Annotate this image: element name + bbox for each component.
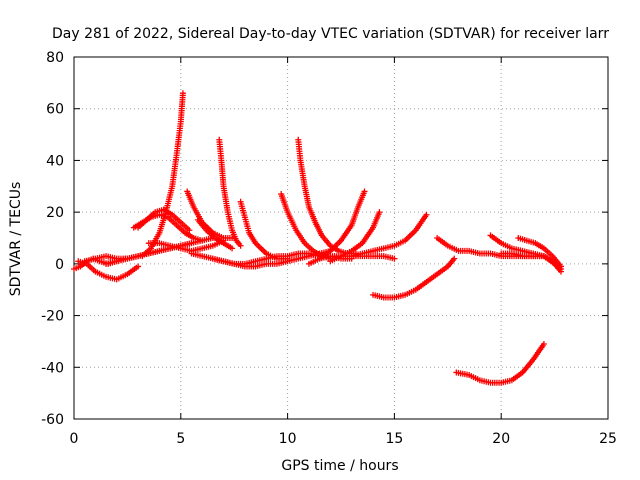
data-point bbox=[558, 268, 565, 275]
x-tick-label: 0 bbox=[70, 431, 79, 447]
y-tick-label: -20 bbox=[41, 309, 64, 325]
data-point bbox=[558, 263, 565, 270]
axis-ticks: 0 5 10 15 20 25 -60 -40 -20 0 20 40 60 80 bbox=[41, 50, 617, 447]
data-point bbox=[540, 341, 547, 348]
plot-frame bbox=[73, 56, 609, 420]
series-arc-2 bbox=[75, 258, 142, 283]
x-tick-label: 10 bbox=[279, 431, 297, 447]
data-point bbox=[179, 90, 186, 97]
data-point bbox=[135, 263, 142, 270]
grid bbox=[74, 57, 608, 419]
x-tick-label: 20 bbox=[492, 431, 510, 447]
y-tick-label: -40 bbox=[41, 360, 64, 376]
data-point bbox=[391, 255, 398, 262]
series-arc-24 bbox=[498, 250, 565, 275]
series-arc-26 bbox=[453, 341, 547, 386]
x-tick-label: 25 bbox=[599, 431, 617, 447]
series-arc-25 bbox=[515, 235, 565, 270]
series-arc-7 bbox=[139, 90, 186, 260]
data-point bbox=[451, 255, 458, 262]
series-arc-16 bbox=[295, 136, 359, 257]
data-point bbox=[186, 227, 193, 234]
series-arc-23 bbox=[487, 232, 565, 273]
series-arc-10 bbox=[194, 216, 236, 252]
y-tick-label: 20 bbox=[46, 205, 64, 221]
data-point bbox=[376, 209, 383, 216]
x-tick-label: 5 bbox=[176, 431, 185, 447]
x-axis-label: GPS time / hours bbox=[281, 458, 398, 474]
series-arc-15 bbox=[278, 191, 334, 262]
series-arc-19 bbox=[348, 211, 430, 260]
data-markers bbox=[71, 90, 565, 386]
y-tick-label: 60 bbox=[46, 102, 64, 118]
y-tick-label: -60 bbox=[41, 412, 64, 428]
data-point bbox=[199, 237, 206, 244]
series-arc-6 bbox=[130, 211, 206, 244]
series-arc-11 bbox=[216, 136, 244, 249]
series-arc-21 bbox=[370, 255, 458, 301]
data-point bbox=[237, 242, 244, 249]
series-arc-9 bbox=[184, 188, 238, 241]
y-tick-label: 80 bbox=[46, 50, 64, 66]
x-tick-label: 15 bbox=[385, 431, 403, 447]
data-point bbox=[423, 211, 430, 218]
data-point bbox=[229, 245, 236, 252]
series-arc-20 bbox=[316, 253, 398, 262]
series-arc-12 bbox=[237, 198, 291, 262]
data-point bbox=[361, 188, 368, 195]
chart-title: Day 281 of 2022, Sidereal Day-to-day VTE… bbox=[52, 26, 609, 42]
y-axis-label: SDTVAR / TECUs bbox=[8, 182, 24, 297]
y-tick-label: 40 bbox=[46, 153, 64, 169]
y-tick-label: 0 bbox=[55, 257, 64, 273]
